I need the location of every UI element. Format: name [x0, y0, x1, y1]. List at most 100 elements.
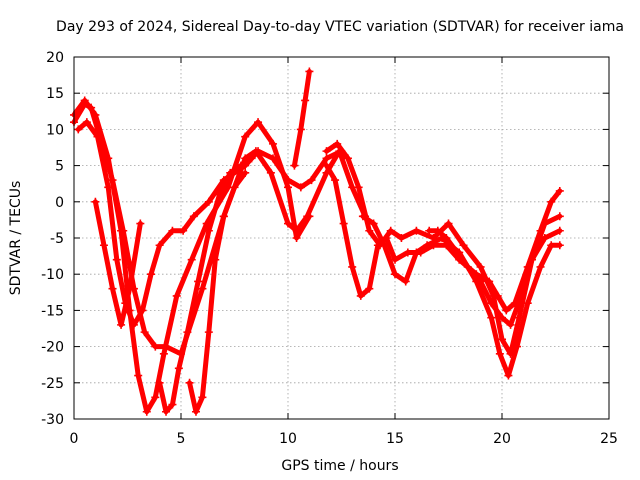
data-point: [74, 125, 83, 134]
data-point: [540, 219, 549, 228]
data-point: [495, 349, 504, 358]
data-point: [290, 161, 299, 170]
series-arc-5: [155, 154, 256, 416]
data-point: [502, 306, 511, 315]
data-point: [453, 248, 462, 257]
data-point: [433, 226, 442, 235]
data-point: [241, 132, 250, 141]
data-point: [112, 255, 121, 264]
data-point: [80, 96, 89, 105]
data-point: [241, 168, 250, 177]
data-point: [555, 226, 564, 235]
series-trace: [71, 97, 312, 415]
data-point: [254, 118, 263, 127]
x-tick-label: 20: [493, 431, 511, 447]
data-point: [117, 226, 126, 235]
y-tick-label: -25: [41, 376, 64, 392]
data-point: [269, 154, 278, 163]
data-point: [527, 255, 536, 264]
data-point: [187, 255, 196, 264]
data-point: [151, 342, 160, 351]
y-tick-label: 20: [46, 50, 64, 66]
data-point: [215, 190, 224, 199]
series-trace: [426, 228, 563, 328]
data-point: [425, 226, 434, 235]
series-arc-4: [91, 197, 145, 329]
data-point: [403, 248, 412, 257]
data-point: [93, 132, 102, 141]
data-point: [168, 226, 177, 235]
data-point: [555, 241, 564, 250]
data-point: [296, 125, 305, 134]
data-point: [174, 364, 183, 373]
data-point: [189, 212, 198, 221]
data-point: [386, 226, 395, 235]
data-point: [198, 284, 207, 293]
data-point: [204, 226, 213, 235]
data-point: [506, 320, 515, 329]
data-point: [536, 262, 545, 271]
data-point: [489, 291, 498, 300]
y-tick-label: 15: [46, 86, 64, 102]
data-point: [296, 183, 305, 192]
data-point: [136, 219, 145, 228]
y-axis-label: SDTVAR / TECUs: [8, 181, 24, 296]
data-point: [162, 407, 171, 416]
x-tick-label: 25: [600, 431, 618, 447]
data-point: [459, 241, 468, 250]
data-point: [305, 212, 314, 221]
data-point: [142, 407, 151, 416]
y-tick-label: 10: [46, 122, 64, 138]
data-point: [194, 277, 203, 286]
data-point: [155, 241, 164, 250]
data-point: [348, 262, 357, 271]
series-arc-2: [70, 96, 314, 416]
data-point: [322, 147, 331, 156]
x-tick-label: 10: [279, 431, 297, 447]
y-tick-label: -30: [41, 412, 64, 428]
data-point: [230, 183, 239, 192]
y-tick-label: 5: [55, 159, 64, 175]
data-point: [198, 393, 207, 402]
data-point: [172, 291, 181, 300]
data-point: [333, 139, 342, 148]
series-trace: [92, 199, 143, 328]
data-point: [498, 335, 506, 344]
data-points: [70, 67, 564, 416]
plot-frame: [73, 56, 610, 420]
y-tick-label: -15: [41, 303, 64, 319]
data-point: [266, 168, 275, 177]
data-point: [365, 226, 374, 235]
grid-lines: [74, 57, 609, 419]
data-point: [284, 176, 292, 185]
data-point: [147, 270, 156, 279]
series-arc-11: [425, 226, 564, 329]
data-point: [211, 255, 220, 264]
data-point: [343, 154, 352, 163]
data-point: [117, 320, 126, 329]
chart-title: Day 293 of 2024, Sidereal Day-to-day VTE…: [56, 19, 624, 35]
data-point: [369, 219, 378, 228]
data-point: [412, 248, 421, 257]
data-point: [236, 161, 245, 170]
data-point: [555, 212, 564, 221]
data-point: [555, 186, 564, 195]
data-point: [168, 400, 177, 409]
data-point: [226, 168, 235, 177]
y-tick-label: -20: [41, 340, 64, 356]
data-point: [82, 118, 91, 127]
data-point: [391, 270, 399, 279]
data-point: [307, 176, 316, 185]
data-point: [442, 234, 451, 242]
data-point: [125, 284, 134, 293]
x-tick-label: 15: [386, 431, 404, 447]
data-point: [191, 407, 200, 416]
data-point: [476, 262, 485, 271]
series-trace: [187, 170, 248, 415]
y-tick-label: -5: [50, 231, 64, 247]
data-point: [301, 96, 310, 105]
data-point: [401, 277, 410, 286]
data-point: [487, 313, 496, 322]
data-point: [365, 284, 374, 293]
